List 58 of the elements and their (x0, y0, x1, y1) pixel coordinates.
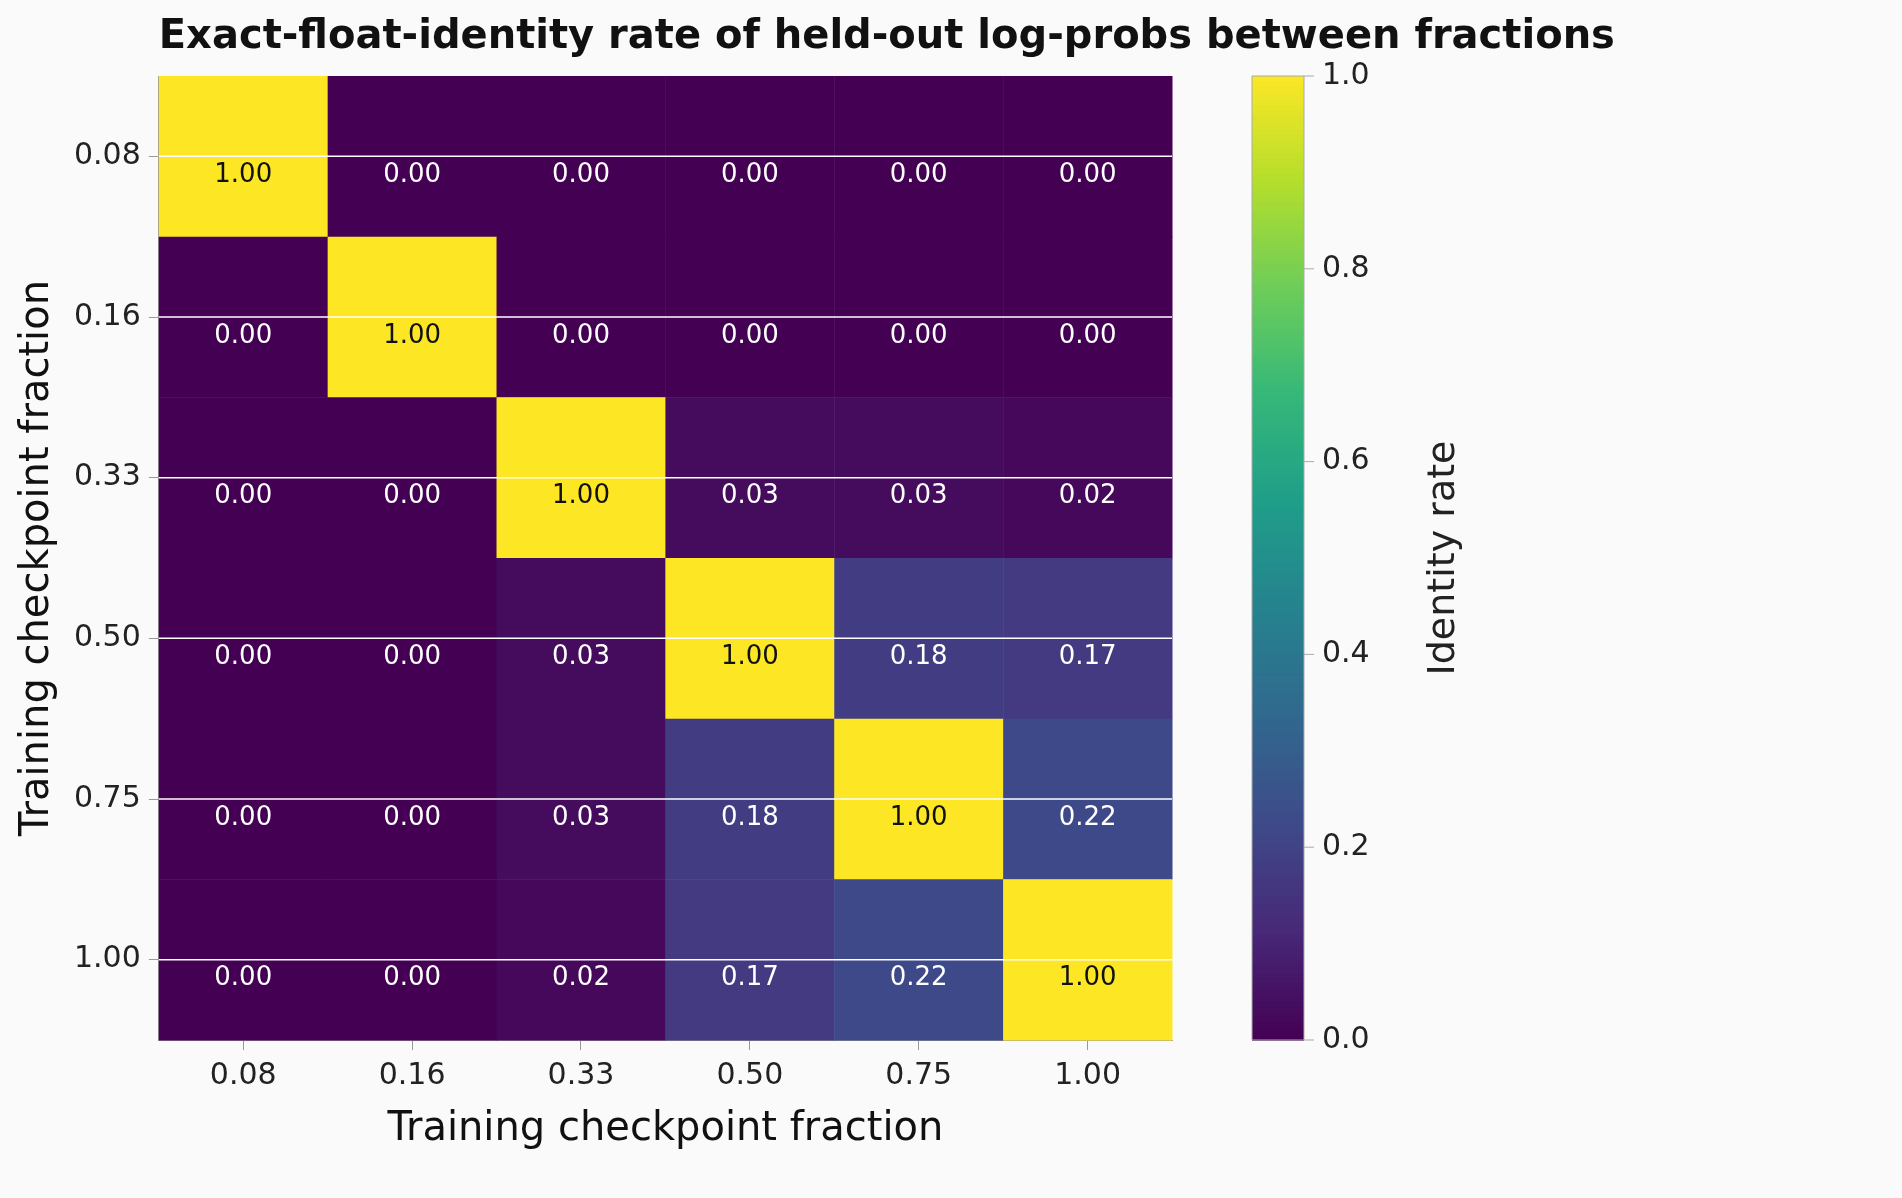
data-label: 0.18 (720, 800, 779, 831)
data-label: 0.00 (383, 800, 442, 831)
data-label: 0.00 (720, 158, 779, 189)
data-label: 0.03 (720, 479, 779, 510)
x-tick-label: 0.08 (209, 1055, 277, 1091)
x-tick-label: 0.33 (547, 1055, 615, 1091)
y-tick-label: 0.16 (74, 296, 141, 332)
color-bar-label: 1.0 (1322, 55, 1370, 91)
data-label: 0.00 (889, 158, 948, 189)
color-bar-label: 0.8 (1322, 248, 1370, 284)
color-bar-title: Identity rate (1418, 440, 1463, 676)
data-label: 0.00 (1058, 158, 1117, 189)
data-label: 0.00 (214, 318, 273, 349)
data-label: 0.17 (1058, 640, 1117, 671)
data-label: 0.03 (552, 800, 610, 831)
data-label: 1.00 (720, 640, 779, 671)
data-label: 0.00 (383, 961, 442, 992)
data-label: 0.00 (552, 158, 610, 189)
data-label: 0.03 (889, 479, 948, 510)
data-label: 0.00 (889, 318, 948, 349)
y-tick-label: 0.08 (74, 136, 141, 172)
color-bar-label: 0.2 (1322, 827, 1370, 862)
y-tick-label: 0.33 (74, 457, 141, 493)
data-label: 0.00 (383, 158, 442, 189)
data-label: 0.00 (214, 800, 273, 831)
x-axis-title: Training checkpoint fraction (386, 1103, 944, 1150)
x-tick-label: 0.50 (716, 1055, 784, 1091)
data-label: 0.03 (552, 640, 610, 671)
data-label: 0.02 (552, 961, 610, 992)
data-label: 1.00 (214, 158, 273, 189)
y-axis-title: Training checkpoint fraction (11, 279, 58, 838)
y-tick-label: 1.00 (74, 939, 141, 975)
data-label: 1.00 (552, 479, 610, 510)
x-tick-label: 0.16 (378, 1055, 446, 1091)
data-label: 0.00 (214, 479, 273, 510)
color-bar-label: 0.0 (1322, 1019, 1370, 1055)
data-label: 0.00 (1058, 318, 1117, 349)
data-label: 0.00 (214, 961, 273, 992)
color-bar-label: 0.4 (1322, 634, 1370, 670)
data-label: 0.00 (383, 479, 442, 510)
data-label: 0.00 (552, 318, 610, 349)
x-tick-label: 0.75 (885, 1055, 953, 1091)
data-label: 0.22 (889, 961, 948, 992)
data-label: 0.17 (720, 961, 779, 992)
data-label: 0.18 (889, 640, 948, 671)
y-tick-label: 0.50 (74, 618, 141, 654)
color-bar-label: 0.6 (1322, 441, 1370, 477)
data-label: 0.00 (383, 640, 442, 671)
data-label: 1.00 (889, 800, 948, 831)
data-label: 1.00 (1058, 961, 1117, 992)
data-label: 0.22 (1058, 800, 1117, 831)
x-tick-label: 1.00 (1054, 1055, 1121, 1091)
data-label: 0.00 (214, 640, 273, 671)
data-label: 0.00 (720, 318, 779, 349)
chart-title: Exact-float-identity rate of held-out log-probs between fractions (158, 11, 1615, 58)
data-label: 1.00 (383, 318, 442, 349)
data-label: 0.02 (1058, 479, 1117, 510)
y-tick-label: 0.75 (74, 778, 141, 814)
